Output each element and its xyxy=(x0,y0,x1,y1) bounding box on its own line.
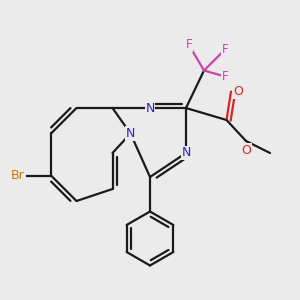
Text: N: N xyxy=(126,127,135,140)
Text: N: N xyxy=(181,146,191,160)
Text: F: F xyxy=(186,38,192,52)
Text: N: N xyxy=(145,101,155,115)
Text: O: O xyxy=(241,143,251,157)
Text: F: F xyxy=(222,43,228,56)
Text: Br: Br xyxy=(11,169,25,182)
Text: O: O xyxy=(234,85,243,98)
Text: F: F xyxy=(222,70,228,83)
